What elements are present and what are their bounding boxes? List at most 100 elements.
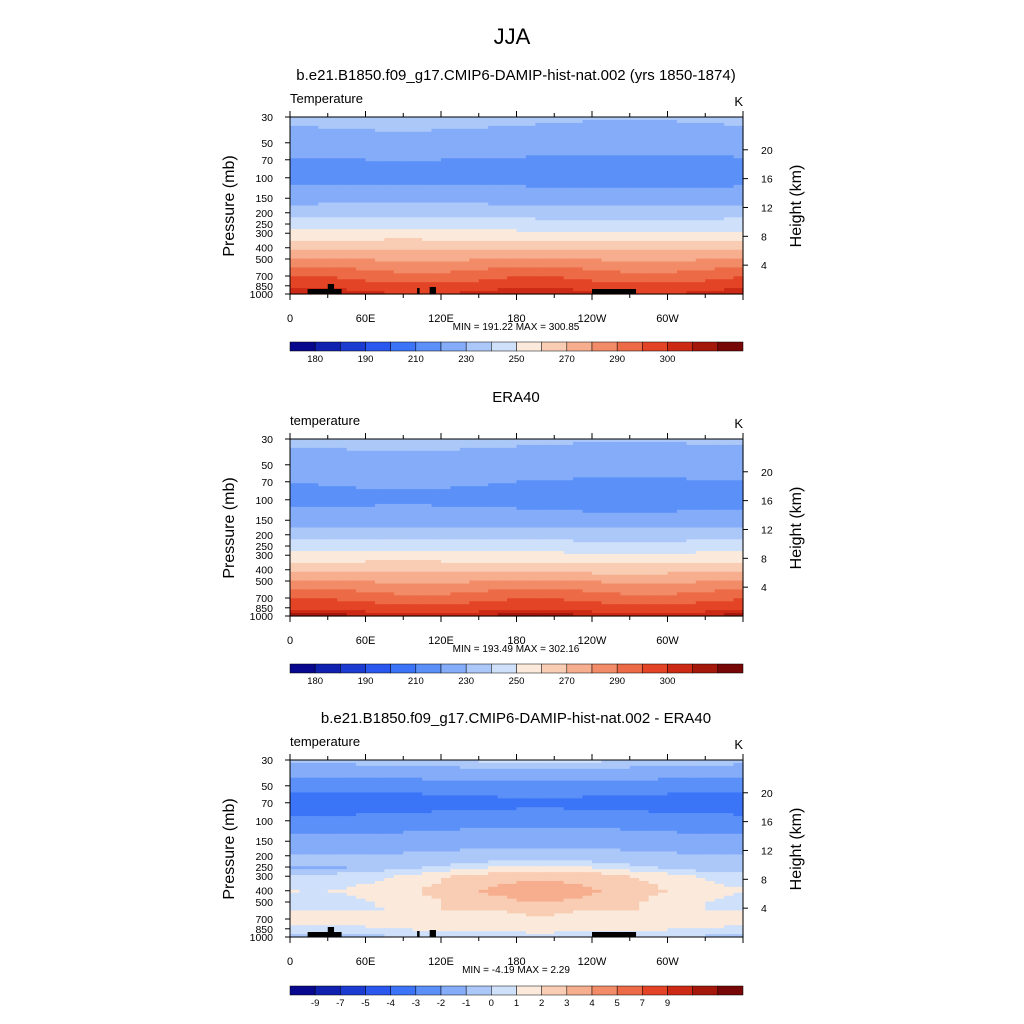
contour-cell <box>374 152 385 156</box>
contour-cell <box>318 232 329 236</box>
contour-cell <box>705 143 716 148</box>
contour-cell <box>554 276 565 280</box>
contour-cell <box>290 237 301 242</box>
contour-cell <box>412 439 423 443</box>
contour-cell <box>563 161 574 165</box>
contour-cell <box>544 542 555 546</box>
contour-cell <box>422 226 433 230</box>
contour-cell <box>497 279 508 283</box>
contour-cell <box>497 441 508 446</box>
contour-cell <box>686 447 697 452</box>
contour-cell <box>441 536 452 540</box>
contour-cell <box>516 453 527 458</box>
contour-cell <box>431 548 442 552</box>
contour-cell <box>714 152 725 156</box>
contour-cell <box>422 119 433 124</box>
contour-cell <box>384 220 395 224</box>
contour-cell <box>554 214 565 218</box>
contour-cell <box>308 539 319 543</box>
contour-cell <box>620 515 631 520</box>
contour-cell <box>573 480 584 484</box>
contour-cell <box>488 518 499 523</box>
contour-cell <box>733 190 744 195</box>
contour-cell <box>422 557 433 561</box>
contour-cell <box>450 539 461 543</box>
contour-cell <box>705 276 716 280</box>
contour-cell <box>714 282 725 286</box>
contour-cell <box>733 495 744 499</box>
contour-cell <box>365 542 376 546</box>
contour-cell <box>573 161 584 165</box>
contour-cell <box>648 184 659 189</box>
contour-cell <box>724 518 735 523</box>
contour-cell <box>535 140 546 145</box>
contour-cell <box>393 223 404 227</box>
contour-cell <box>601 548 612 552</box>
contour-cell <box>525 444 536 449</box>
contour-cell <box>582 548 593 552</box>
contour-cell <box>544 146 555 151</box>
contour-cell <box>469 545 480 549</box>
contour-cell <box>639 125 650 130</box>
contour-cell <box>327 453 338 458</box>
contour-cell <box>620 220 631 224</box>
contour-cell <box>290 489 301 493</box>
contour-cell <box>648 533 659 537</box>
contour-cell <box>601 527 612 532</box>
contour-cell <box>308 176 319 180</box>
contour-cell <box>356 226 367 230</box>
contour-cell <box>714 444 725 449</box>
contour-cell <box>318 539 329 543</box>
contour-cell <box>393 512 404 517</box>
contour-cell <box>601 208 612 212</box>
contour-cell <box>299 533 310 537</box>
contour-cell <box>308 447 319 452</box>
contour-cell <box>724 495 735 499</box>
contour-cell <box>544 261 555 266</box>
contour-cell <box>639 199 650 204</box>
contour-cell <box>610 503 621 508</box>
contour-cell <box>459 515 470 520</box>
contour-cell <box>667 509 678 514</box>
contour-cell <box>733 158 744 162</box>
contour-cell <box>516 232 527 236</box>
contour-cell <box>488 226 499 230</box>
contour-cell <box>346 125 357 130</box>
contour-cell <box>582 202 593 207</box>
contour-cell <box>422 477 433 481</box>
contour-cell <box>374 205 385 210</box>
contour-cell <box>554 518 565 523</box>
contour-cell <box>516 149 527 153</box>
contour-cell <box>658 261 669 266</box>
contour-cell <box>667 152 678 156</box>
contour-cell <box>318 279 329 283</box>
contour-cell <box>733 483 744 487</box>
contour-cell <box>620 196 631 201</box>
contour-cell <box>337 196 348 201</box>
contour-cell <box>705 196 716 201</box>
contour-cell <box>648 178 659 183</box>
contour-cell <box>582 551 593 555</box>
contour-cell <box>393 155 404 159</box>
contour-cell <box>459 140 470 145</box>
contour-cell <box>724 439 735 443</box>
contour-cell <box>573 515 584 520</box>
contour-cell <box>705 515 716 520</box>
contour-cell <box>431 214 442 218</box>
contour-cell <box>639 205 650 210</box>
contour-cell <box>525 542 536 546</box>
contour-cell <box>308 545 319 549</box>
contour-cell <box>507 282 518 286</box>
contour-cell <box>592 184 603 189</box>
contour-cell <box>507 462 518 467</box>
contour-cell <box>535 554 546 558</box>
contour-cell <box>535 486 546 490</box>
contour-cell <box>308 506 319 511</box>
contour-cell <box>450 506 461 511</box>
contour-cell <box>733 453 744 458</box>
contour-cell <box>507 276 518 280</box>
contour-cell <box>346 489 357 493</box>
contour-cell <box>610 208 621 212</box>
contour-cell <box>393 551 404 555</box>
contour-cell <box>450 279 461 283</box>
